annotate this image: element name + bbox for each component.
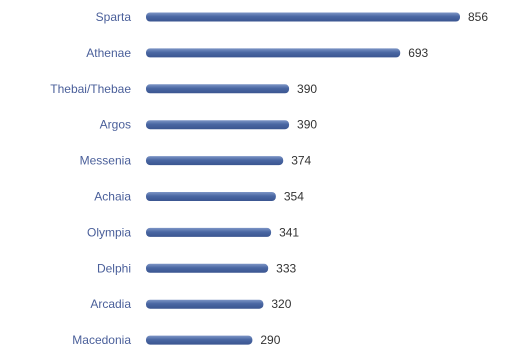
value-label: 333 [276, 261, 296, 275]
value-label: 374 [291, 154, 311, 168]
category-label: Sparta [96, 10, 132, 24]
bar [146, 263, 269, 273]
bars [146, 12, 460, 345]
value-label: 856 [468, 10, 488, 24]
bar [146, 48, 401, 58]
category-labels: Sparta Athenae Thebai/Thebae Argos Messenia A… [50, 10, 131, 347]
category-label: Athenae [86, 46, 131, 60]
bar [146, 192, 276, 201]
value-label: 341 [279, 225, 299, 239]
category-label: Thebai/Thebae [50, 82, 131, 96]
value-label: 290 [260, 333, 280, 347]
bar [146, 335, 253, 345]
category-label: Arcadia [90, 297, 131, 311]
category-label: Olympia [87, 225, 131, 239]
bar [146, 120, 290, 130]
category-label: Delphi [97, 261, 131, 275]
bar [146, 299, 264, 309]
category-label: Argos [100, 118, 131, 132]
bar [146, 156, 284, 166]
category-label: Messenia [80, 154, 132, 168]
value-label: 320 [271, 297, 291, 311]
value-label: 693 [408, 46, 428, 60]
value-labels: 856 693 390 390 374 354 341 333 320 290 [260, 10, 488, 347]
value-label: 390 [297, 118, 317, 132]
bar [146, 12, 460, 22]
category-label: Macedonia [72, 333, 131, 347]
bar [146, 84, 290, 94]
category-label: Achaia [94, 190, 131, 204]
value-label: 354 [284, 190, 304, 204]
bar [146, 227, 272, 237]
value-label: 390 [297, 82, 317, 96]
